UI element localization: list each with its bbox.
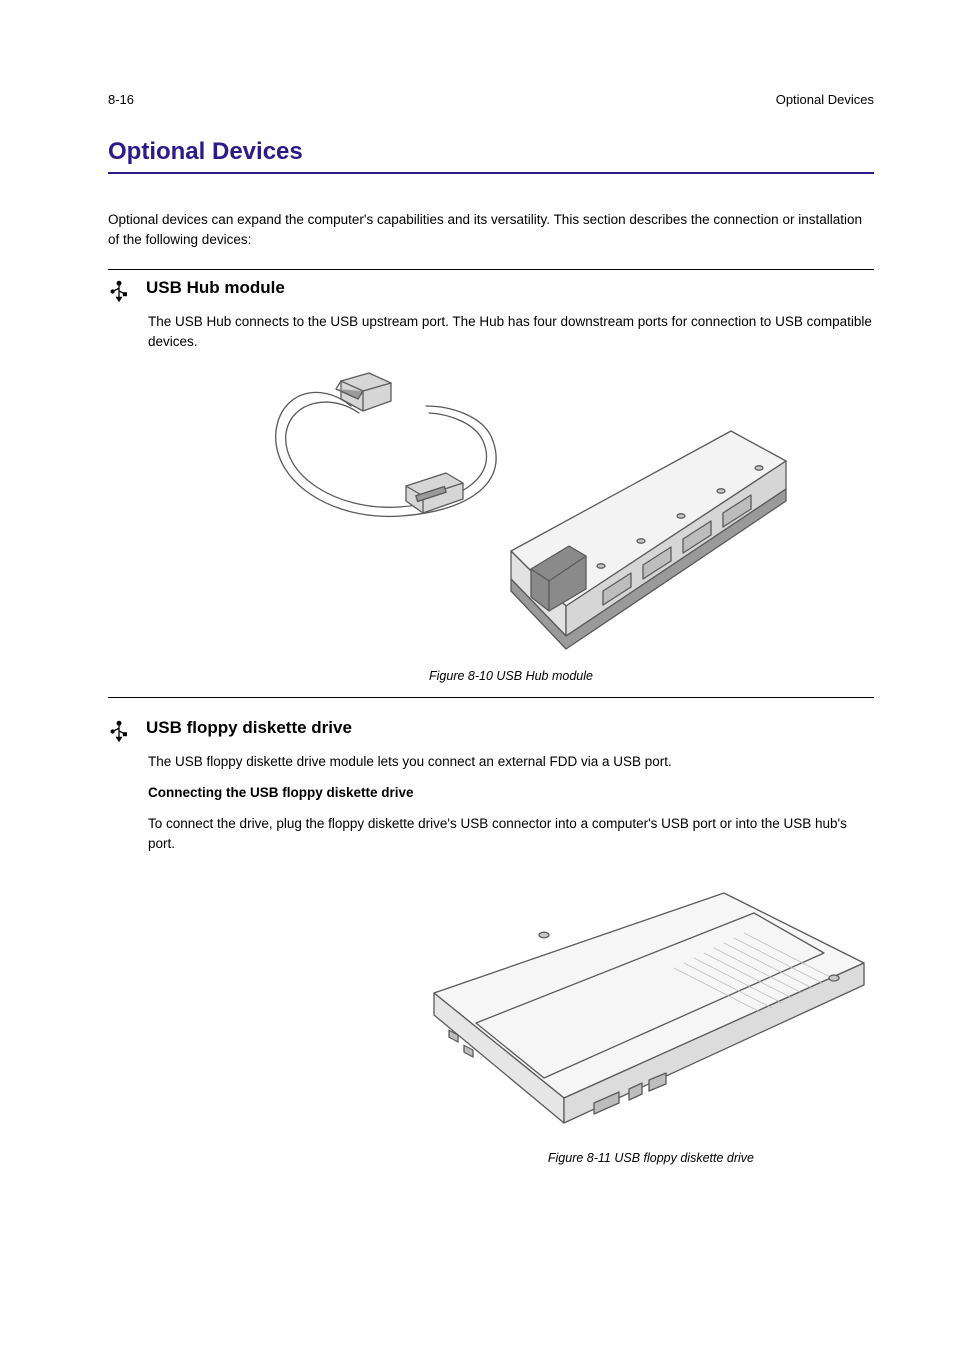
fdd-bold-text: Connecting the USB floppy diskette drive: [148, 785, 414, 800]
section-usb-hub: USB Hub module The USB Hub connects to t…: [108, 278, 874, 687]
fdd-body-1: The USB floppy diskette drive module let…: [148, 752, 874, 773]
section-title-fdd: USB floppy diskette drive: [146, 718, 352, 738]
figure-fdd-caption: Figure 8-11 USB floppy diskette drive: [548, 1149, 754, 1168]
fdd-body-2: To connect the drive, plug the floppy di…: [148, 814, 874, 856]
figure-hub-caption: Figure 8-10 USB Hub module: [429, 667, 593, 686]
section-rule-2: [108, 697, 874, 698]
figure-hub: Figure 8-10 USB Hub module: [148, 371, 874, 686]
hub-illustration: [231, 371, 791, 661]
fdd-illustration: [394, 873, 874, 1143]
section-body-hub: The USB Hub connects to the USB upstream…: [148, 312, 874, 687]
chapter-title: Optional Devices: [108, 138, 874, 174]
usb-icon: [108, 720, 132, 742]
section-rule: [108, 269, 874, 270]
section-header-2: USB floppy diskette drive: [108, 718, 874, 742]
running-title: Optional Devices: [776, 92, 874, 107]
running-head: 8-16 Optional Devices: [108, 92, 874, 107]
fdd-bold-heading: Connecting the USB floppy diskette drive: [148, 783, 874, 804]
section-header: USB Hub module: [108, 278, 874, 302]
page: 8-16 Optional Devices Optional Devices O…: [0, 0, 954, 1351]
content: Optional devices can expand the computer…: [108, 210, 874, 1179]
section-title-hub: USB Hub module: [146, 278, 285, 298]
intro-text: Optional devices can expand the computer…: [108, 210, 874, 251]
figure-fdd: Figure 8-11 USB floppy diskette drive: [148, 873, 874, 1168]
section-body-fdd: The USB floppy diskette drive module let…: [148, 752, 874, 1169]
section-usb-fdd: USB floppy diskette drive The USB floppy…: [108, 718, 874, 1169]
usb-icon: [108, 280, 132, 302]
page-number: 8-16: [108, 92, 134, 107]
hub-body-text: The USB Hub connects to the USB upstream…: [148, 312, 874, 354]
